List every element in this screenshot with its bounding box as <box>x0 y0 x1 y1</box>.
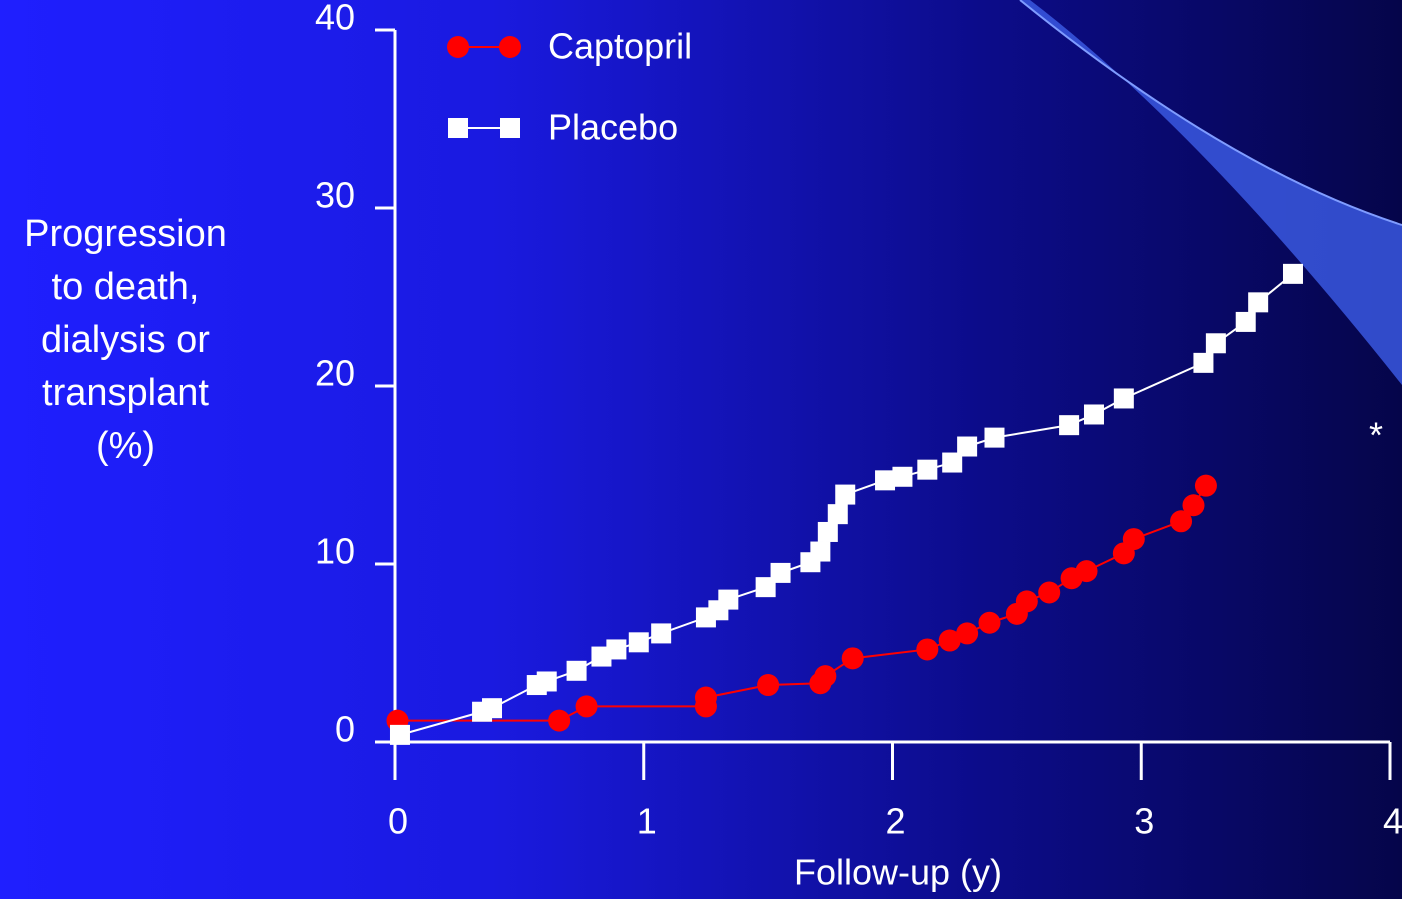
x-tick-label: 2 <box>885 801 905 842</box>
data-point <box>916 638 939 661</box>
data-point <box>718 589 739 610</box>
data-point <box>1083 404 1104 425</box>
data-point <box>1182 494 1205 517</box>
y-tick-label: 0 <box>335 709 355 750</box>
data-point <box>1059 415 1080 436</box>
data-point <box>566 660 587 681</box>
data-point <box>575 695 598 718</box>
data-point <box>810 541 831 562</box>
data-point <box>1122 528 1145 551</box>
data-point <box>1038 581 1061 604</box>
data-point <box>548 709 571 732</box>
data-point <box>1113 388 1134 409</box>
data-point <box>814 665 837 688</box>
data-point <box>957 436 978 457</box>
data-point <box>757 674 780 697</box>
decor-edge <box>1019 0 1402 226</box>
data-point <box>942 452 963 473</box>
data-point <box>389 724 410 745</box>
legend-marker <box>500 118 520 138</box>
data-point <box>1282 263 1303 284</box>
data-point <box>841 647 864 670</box>
data-point <box>827 504 848 525</box>
data-point <box>917 459 938 480</box>
data-point <box>482 698 503 719</box>
data-point <box>628 632 649 653</box>
annotation: * <box>1369 415 1383 456</box>
x-tick-label: 3 <box>1134 801 1154 842</box>
data-point <box>694 686 717 709</box>
x-tick-label: 1 <box>637 801 657 842</box>
data-point <box>1015 590 1038 613</box>
data-point <box>892 466 913 487</box>
data-point <box>978 611 1001 634</box>
x-axis-label: Follow-up (y) <box>794 852 1002 893</box>
data-point <box>835 484 856 505</box>
legend-label: Captopril <box>548 26 692 67</box>
data-point <box>606 639 627 660</box>
y-tick-label: 40 <box>315 0 355 38</box>
data-point <box>536 671 557 692</box>
y-tick-label: 30 <box>315 175 355 216</box>
data-point <box>1193 352 1214 373</box>
data-point <box>938 629 961 652</box>
y-axis-label: Progression to death, dialysis or transp… <box>24 213 227 467</box>
legend-marker <box>447 36 469 58</box>
data-point <box>1170 510 1193 533</box>
y-tick-label: 10 <box>315 531 355 572</box>
data-point <box>1205 333 1226 354</box>
data-point <box>875 470 896 491</box>
series-line <box>397 485 1207 722</box>
legend-label: Placebo <box>548 107 678 148</box>
data-point <box>651 623 672 644</box>
data-point <box>1248 292 1269 313</box>
data-point <box>984 427 1005 448</box>
data-point <box>956 622 979 645</box>
data-point <box>817 521 838 542</box>
x-tick-label: 0 <box>388 801 408 842</box>
decor-swoosh <box>1020 0 1402 385</box>
data-point <box>1235 311 1256 332</box>
y-tick-label: 20 <box>315 353 355 394</box>
data-point <box>1075 560 1098 583</box>
data-point <box>770 562 791 583</box>
data-point <box>1194 474 1217 497</box>
legend-marker <box>448 118 468 138</box>
legend-marker <box>499 36 521 58</box>
x-tick-label: 4 <box>1383 801 1402 842</box>
